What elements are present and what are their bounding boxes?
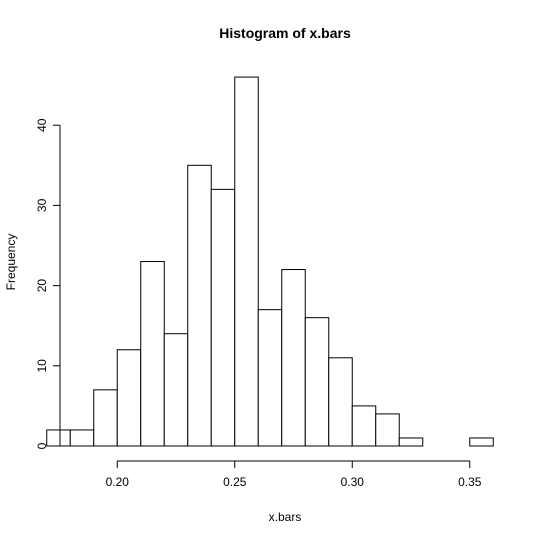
histogram-bar — [163, 333, 189, 447]
histogram-bar — [116, 349, 142, 447]
histogram-bar — [234, 76, 259, 447]
y-axis: 0 10 20 30 40 — [35, 118, 61, 449]
y-tick-label: 30 — [35, 198, 49, 212]
x-axis: 0.20 0.25 0.30 0.35 — [106, 460, 482, 489]
histogram-bars — [46, 76, 494, 447]
histogram-bar — [304, 317, 330, 447]
x-tick-label: 0.25 — [223, 475, 247, 489]
histogram-bar — [210, 188, 236, 447]
x-tick-label: 0.35 — [458, 475, 482, 489]
y-tick-label: 40 — [35, 118, 49, 132]
histogram-bar — [469, 437, 494, 447]
y-tick-label: 10 — [35, 359, 49, 373]
histogram-bar — [46, 429, 71, 447]
histogram-bar — [398, 437, 424, 447]
histogram-bar — [69, 429, 95, 447]
y-axis-label: Frequency — [4, 234, 18, 291]
histogram-bar — [281, 269, 306, 447]
chart-title: Histogram of x.bars — [219, 25, 351, 41]
histogram-bar — [140, 261, 165, 447]
x-tick-label: 0.30 — [341, 475, 365, 489]
x-tick-label: 0.20 — [106, 475, 130, 489]
x-axis-label: x.bars — [269, 510, 302, 524]
histogram-bar — [375, 413, 400, 447]
histogram-bar — [257, 309, 283, 447]
histogram-bar — [328, 357, 353, 447]
histogram-bar — [351, 405, 377, 447]
y-tick-label: 0 — [35, 442, 49, 449]
y-tick-label: 20 — [35, 279, 49, 293]
histogram-bar — [187, 164, 212, 447]
histogram-bar — [93, 389, 118, 447]
